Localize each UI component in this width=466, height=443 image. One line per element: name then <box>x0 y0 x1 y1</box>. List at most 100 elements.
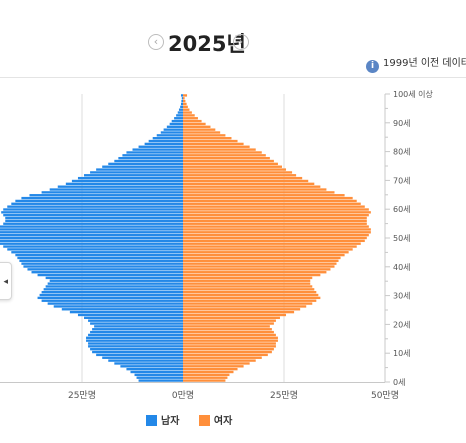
bar-male <box>181 97 183 100</box>
header-divider <box>0 77 466 78</box>
bar-female <box>183 205 365 208</box>
bar-female <box>183 231 371 234</box>
bar-male <box>126 367 183 371</box>
y-tick-label: 0세 <box>393 378 405 387</box>
bar-male <box>136 376 183 379</box>
data-notice[interactable]: i 1999년 이전 데이터는 <box>366 54 466 73</box>
bar-female <box>183 356 262 359</box>
bar-female <box>183 313 287 317</box>
bar-male <box>0 231 184 234</box>
legend-item-female[interactable]: 여자 <box>198 412 233 427</box>
bar-male <box>7 205 184 208</box>
bar-male <box>88 319 183 322</box>
bar-male <box>102 165 183 168</box>
bar-female <box>183 276 313 280</box>
x-tick-label: 25만명 <box>68 390 96 401</box>
bar-male <box>88 345 183 348</box>
y-tick-label: 30세 <box>393 292 411 301</box>
bar-female <box>183 299 317 302</box>
bar-male <box>130 370 183 374</box>
bar-male <box>0 239 183 243</box>
bar-female <box>183 211 371 214</box>
bar-female <box>183 305 307 308</box>
bar-female <box>183 117 198 120</box>
bar-male <box>156 134 183 137</box>
bar-female <box>183 228 371 231</box>
bar-male <box>171 119 183 123</box>
legend-swatch-female <box>198 415 210 426</box>
bar-male <box>39 293 183 297</box>
bar-female <box>183 151 262 154</box>
bar-female <box>183 208 369 211</box>
bar-male <box>15 253 184 257</box>
bar-male <box>163 128 183 131</box>
legend-label-male: 남자 <box>161 416 180 427</box>
bar-male <box>92 328 183 331</box>
bar-male <box>134 373 183 377</box>
bar-female <box>183 125 211 128</box>
bar-female <box>183 350 272 354</box>
bar-male <box>122 154 183 157</box>
bar-female <box>183 142 244 146</box>
legend-item-male[interactable]: 남자 <box>146 412 179 427</box>
bar-female <box>183 119 202 123</box>
bar-female <box>183 373 230 377</box>
bar-male <box>37 273 184 277</box>
bar-female <box>183 339 278 342</box>
bar-male <box>5 216 183 220</box>
bar-male <box>37 296 184 300</box>
bar-male <box>108 359 183 362</box>
bar-female <box>183 328 272 331</box>
bar-male <box>61 308 183 311</box>
bar-female <box>183 288 315 291</box>
bar-female <box>183 165 282 168</box>
bar-female <box>183 251 349 254</box>
bar-male <box>0 233 184 237</box>
bar-female <box>183 111 192 114</box>
bar-male <box>166 125 183 128</box>
bar-male <box>90 348 183 351</box>
bar-male <box>29 194 184 197</box>
page-title: 2025년 <box>168 32 246 56</box>
bar-female <box>183 319 276 322</box>
bar-female <box>183 285 313 288</box>
bar-female <box>183 336 278 339</box>
bar-male <box>86 336 183 339</box>
bar-female <box>183 362 250 365</box>
bar-female <box>183 273 321 277</box>
bar-female <box>183 156 270 160</box>
bar-male <box>92 350 183 354</box>
bar-female <box>183 302 313 305</box>
bar-male <box>132 148 183 151</box>
chevron-right-circle-icon[interactable]: › <box>233 34 249 50</box>
bar-female <box>183 202 361 205</box>
bar-male <box>138 145 183 148</box>
bar-male <box>57 185 184 188</box>
chevron-left-circle-icon[interactable]: ‹ <box>148 34 164 50</box>
bar-male <box>69 310 183 314</box>
bar-male <box>0 225 184 228</box>
bar-female <box>183 348 274 351</box>
bar-female <box>183 367 238 371</box>
bar-male <box>174 117 183 120</box>
bar-male <box>84 316 183 320</box>
side-panel-toggle[interactable]: ◂ <box>0 262 12 300</box>
bar-male <box>120 365 183 368</box>
bar-male <box>45 276 183 280</box>
bar-male <box>21 262 184 265</box>
bar-female <box>183 225 369 228</box>
bar-female <box>183 148 256 151</box>
bar-female <box>183 171 293 174</box>
bar-male <box>17 256 183 260</box>
bar-male <box>88 333 183 337</box>
bar-male <box>49 279 184 282</box>
bar-male <box>31 271 183 274</box>
bar-female <box>183 262 337 265</box>
legend-label-female: 여자 <box>213 416 233 427</box>
bar-female <box>183 333 276 337</box>
bar-female <box>183 134 226 137</box>
bar-female <box>183 131 221 134</box>
bar-male <box>77 176 183 180</box>
bar-male <box>178 108 183 111</box>
